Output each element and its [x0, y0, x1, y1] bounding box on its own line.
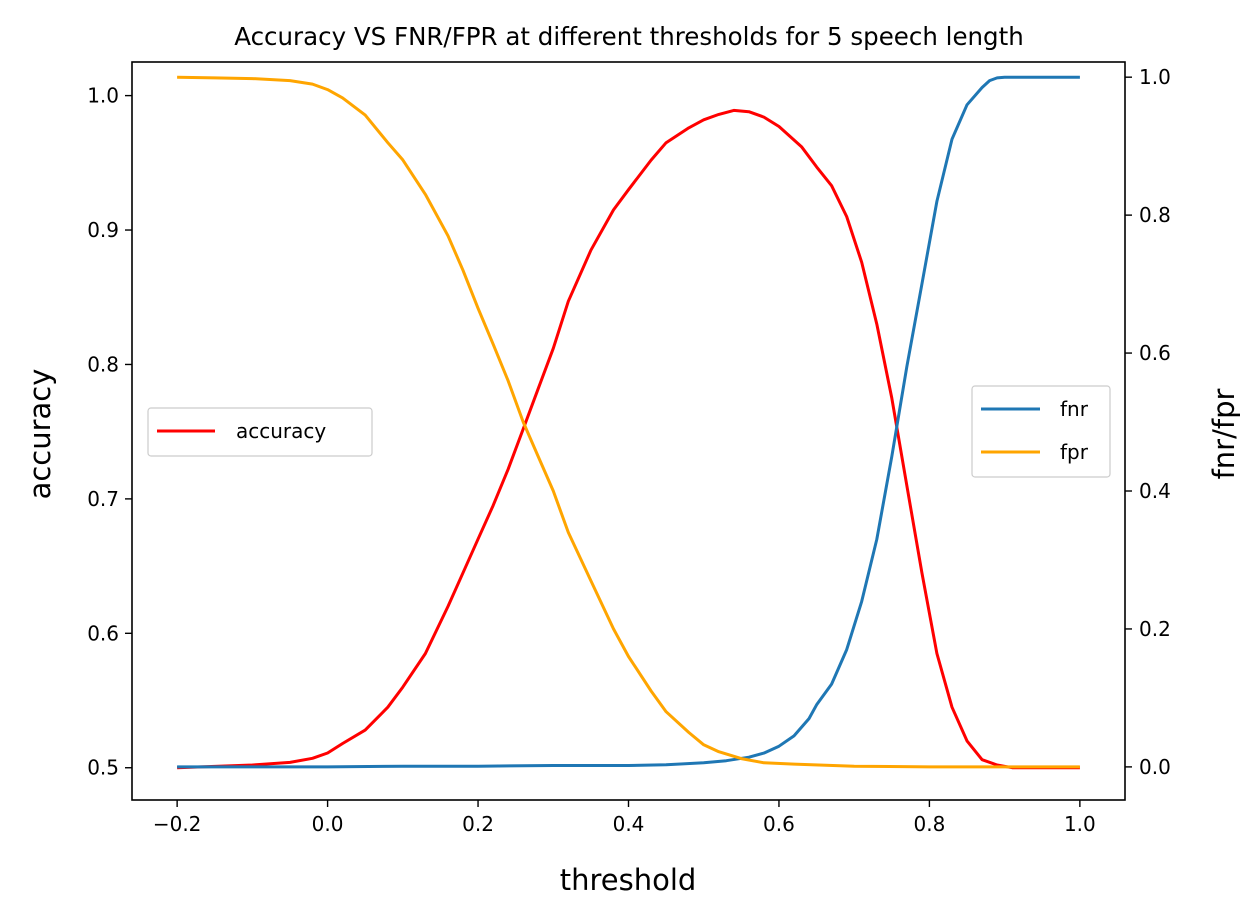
x-axis-title: threshold: [560, 863, 697, 897]
legend-accuracy-label: accuracy: [236, 419, 326, 443]
right-y-tick-label: 0.0: [1139, 755, 1171, 779]
x-tick-label: −0.2: [153, 812, 202, 836]
x-tick-label: 0.2: [462, 812, 494, 836]
x-tick-label: 1.0: [1064, 812, 1096, 836]
left-y-tick-label: 0.7: [87, 487, 119, 511]
series-line-accuracy: [177, 108, 1080, 770]
series-line-fpr: [177, 75, 1080, 769]
right-y-axis-ticks: 0.0 0.2 0.4 0.6 0.8 1.0: [1125, 65, 1171, 779]
left-y-tick-label: 0.8: [87, 352, 119, 376]
left-y-tick-label: 0.5: [87, 756, 119, 780]
x-tick-label: 0.0: [312, 812, 344, 836]
legend-fnr-fpr-box: [971, 385, 1111, 478]
legend-fpr-label: fpr: [1060, 440, 1089, 464]
left-y-axis-ticks: 0.5 0.6 0.7 0.8 0.9 1.0: [87, 84, 132, 780]
chart-title: Accuracy VS FNR/FPR at different thresho…: [234, 22, 1024, 51]
series-line-fnr: [177, 75, 1080, 769]
right-y-axis-title: fnr/fpr: [1207, 389, 1241, 480]
right-y-tick-label: 0.8: [1139, 203, 1171, 227]
right-y-tick-label: 0.6: [1139, 341, 1171, 365]
left-y-tick-label: 0.6: [87, 621, 119, 645]
right-y-tick-label: 0.4: [1139, 479, 1171, 503]
left-y-axis-title: accuracy: [23, 369, 57, 500]
legend-fnr-fpr: fnr fpr: [971, 385, 1111, 478]
legend-accuracy-box: [147, 407, 373, 457]
left-y-tick-label: 0.9: [87, 218, 119, 242]
right-y-tick-label: 0.2: [1139, 617, 1171, 641]
series-layer: [177, 75, 1080, 770]
x-axis-ticks: −0.2 0.0 0.2 0.4 0.6 0.8 1.0: [153, 800, 1096, 836]
x-tick-label: 0.8: [914, 812, 946, 836]
legend-fnr-label: fnr: [1060, 397, 1089, 421]
legend-accuracy: accuracy: [147, 407, 373, 457]
x-tick-label: 0.6: [763, 812, 795, 836]
x-tick-label: 0.4: [613, 812, 645, 836]
left-y-tick-label: 1.0: [87, 84, 119, 108]
right-y-tick-label: 1.0: [1139, 65, 1171, 89]
